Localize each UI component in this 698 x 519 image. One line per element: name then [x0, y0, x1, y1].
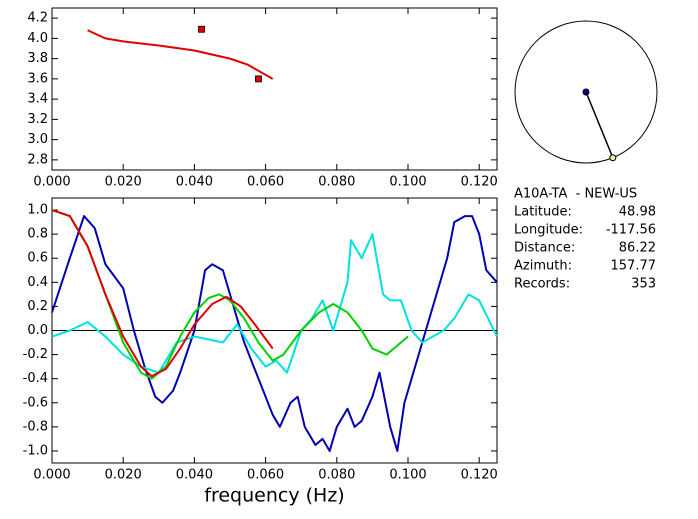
x-tick-label: 0.100 [389, 468, 426, 483]
y-tick-label: -0.4 [23, 371, 48, 386]
station-dot [609, 154, 617, 162]
y-tick-label: -0.6 [23, 395, 48, 410]
info-label: Records: [514, 277, 570, 292]
y-tick-label: 4.2 [27, 11, 48, 26]
y-tick-label: 3.4 [27, 92, 48, 107]
x-tick-label: 0.100 [389, 175, 426, 190]
x-tick-label: 0.020 [105, 468, 142, 483]
marker [255, 75, 262, 83]
x-tick-label: 0.000 [33, 175, 70, 190]
y-tick-label: 1.0 [27, 203, 48, 218]
info-label: Azimuth: [514, 259, 572, 274]
y-tick-label: 0.8 [27, 227, 48, 242]
x-tick-label: 0.040 [176, 468, 213, 483]
series-line [51, 215, 498, 452]
series-line [51, 233, 498, 374]
y-tick-label: -0.2 [23, 347, 48, 362]
x-tick-label: 0.060 [247, 175, 284, 190]
x-tick-label: 0.040 [176, 175, 213, 190]
y-tick-label: -0.8 [23, 419, 48, 434]
y-tick-label: 0.4 [27, 275, 48, 290]
azimuth-needle [585, 91, 614, 159]
y-tick-label: 3.6 [27, 71, 48, 86]
y-tick-label: 0.0 [27, 323, 48, 338]
info-value: 48.98 [619, 205, 656, 220]
y-tick-label: 0.2 [27, 299, 48, 314]
info-label: Latitude: [514, 205, 572, 220]
x-tick-label: 0.080 [318, 468, 355, 483]
x-axis-label: frequency (Hz) [204, 485, 344, 507]
y-tick-label: 4.0 [27, 31, 48, 46]
x-tick-label: 0.120 [461, 175, 498, 190]
y-tick-label: 3.2 [27, 112, 48, 127]
info-value: 157.77 [611, 259, 657, 274]
y-tick-label: 0.6 [27, 251, 48, 266]
info-value: -117.56 [606, 223, 656, 238]
info-label: Distance: [514, 241, 575, 256]
x-tick-label: 0.120 [461, 468, 498, 483]
y-tick-label: 3.0 [27, 132, 48, 147]
marker [198, 25, 205, 33]
y-tick-label: 2.8 [27, 152, 48, 167]
map-circle [514, 20, 658, 164]
y-tick-label: 3.8 [27, 51, 48, 66]
series-line [51, 209, 274, 378]
series-line [87, 29, 274, 80]
x-tick-label: 0.080 [318, 175, 355, 190]
x-tick-label: 0.000 [33, 468, 70, 483]
y-tick-label: -1.0 [23, 443, 48, 458]
station-name: A10A-TA - NEW-US [514, 187, 637, 202]
x-tick-label: 0.060 [247, 468, 284, 483]
info-label: Longitude: [514, 223, 583, 238]
x-tick-label: 0.020 [105, 175, 142, 190]
info-value: 86.22 [619, 241, 656, 256]
plot-frame [51, 7, 498, 171]
info-value: 353 [631, 277, 656, 292]
